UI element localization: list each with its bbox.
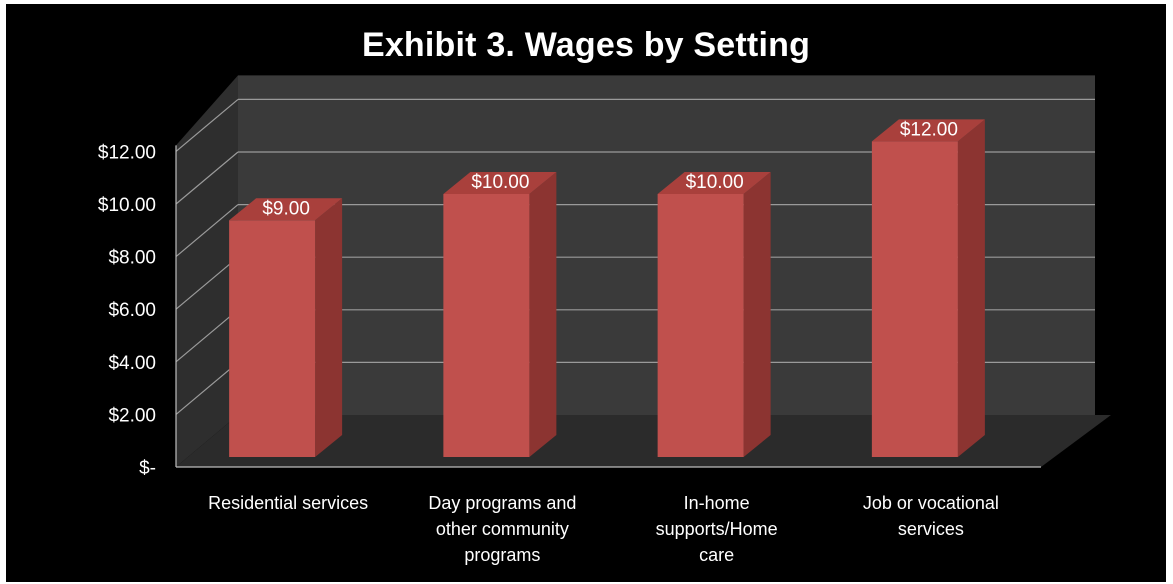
x-tick-label-line: Residential services xyxy=(208,493,368,513)
bar xyxy=(657,194,744,457)
y-tick-label: $10.00 xyxy=(98,195,156,216)
x-tick-label: Day programs and other community programs xyxy=(428,493,576,565)
gridline-side xyxy=(175,204,239,258)
data-label: $12.00 xyxy=(900,119,958,140)
x-tick-label-line: Day programs and xyxy=(428,493,576,513)
chart-title: Exhibit 3. Wages by Setting xyxy=(361,26,811,64)
gridline-side xyxy=(175,361,239,415)
x-tick-label: In-home supports/Home care xyxy=(656,493,778,565)
gridline-side xyxy=(175,256,239,310)
bar-side xyxy=(315,198,343,458)
bar-top xyxy=(229,198,343,221)
x-tick-label-line: care xyxy=(699,545,734,565)
y-tick-label: $2.00 xyxy=(108,405,156,426)
bar xyxy=(229,220,316,457)
bar-chart: $- $2.00 $4.00 $6.00 $8.00 $10.00 $12.00 $9.00 R… xyxy=(98,75,1111,565)
gridline-side xyxy=(175,151,239,205)
data-label: $10.00 xyxy=(686,172,744,193)
bar xyxy=(443,194,530,457)
side-wall xyxy=(176,75,238,468)
y-tick-label: $6.00 xyxy=(108,300,156,321)
x-tick-label: Job or vocational services xyxy=(863,493,999,539)
y-tick-label: $4.00 xyxy=(108,353,156,374)
x-tick-label-line: programs xyxy=(464,545,540,565)
bar-top xyxy=(443,172,557,194)
bar xyxy=(871,141,958,457)
x-tick-label-line: other community xyxy=(436,519,569,539)
chart-area: Exhibit 3. Wages by Setting $- $2.00 $4.00… xyxy=(6,4,1166,582)
bar-top xyxy=(871,119,985,142)
x-tick-label-line: In-home xyxy=(684,493,750,513)
x-tick-label-line: services xyxy=(898,519,964,539)
bar-side xyxy=(743,172,771,457)
y-tick-label: $8.00 xyxy=(108,248,156,269)
bar-side xyxy=(529,172,557,457)
bar-top xyxy=(657,172,771,194)
gridline-side xyxy=(175,98,239,152)
x-tick-label-line: supports/Home xyxy=(656,519,778,539)
data-label: $9.00 xyxy=(262,198,310,219)
gridline-side xyxy=(175,309,239,363)
data-label: $10.00 xyxy=(471,172,529,193)
x-tick-label: Residential services xyxy=(208,493,368,513)
x-tick-label-line: Job or vocational xyxy=(863,493,999,513)
y-tick-label: $12.00 xyxy=(98,142,156,163)
bar-side xyxy=(957,119,985,458)
y-tick-label: $- xyxy=(139,458,156,479)
